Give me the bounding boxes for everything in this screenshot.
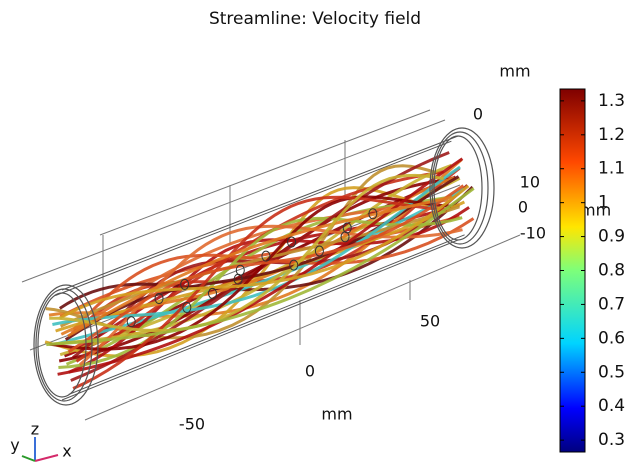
x-tick-label: 0 <box>305 362 315 381</box>
triad-label: y <box>10 436 19 455</box>
colorbar-tick-label: 0.7 <box>598 294 625 314</box>
colorbar-tick-label: 0.8 <box>598 261 625 281</box>
triad-label: z <box>31 420 39 439</box>
cylinder-edge <box>68 234 465 395</box>
scene <box>21 109 521 421</box>
streamline <box>67 184 465 354</box>
end-cap <box>33 284 99 406</box>
hole <box>207 287 217 299</box>
streamline <box>46 187 475 347</box>
hole <box>180 278 190 290</box>
colorbar-tick-label: 0.5 <box>598 362 625 382</box>
hole <box>126 316 136 328</box>
streamline <box>49 173 444 333</box>
streamline <box>55 187 465 346</box>
hole <box>182 301 192 313</box>
z-axis-unit: mm <box>580 201 611 220</box>
colorbar-tick-label: 0.9 <box>598 227 625 247</box>
colorbar-tick-label: 1.3 <box>598 91 625 111</box>
y-axis-unit: mm <box>499 62 530 81</box>
hole <box>289 259 299 271</box>
streamline <box>67 195 453 338</box>
streamline <box>72 217 475 331</box>
streamline <box>59 205 460 328</box>
colorbar-tick-label: 1 <box>598 193 609 213</box>
streamline <box>57 157 464 376</box>
x-axis-unit: mm <box>321 405 352 424</box>
hole <box>287 236 297 248</box>
end-cap <box>431 131 489 245</box>
x-tick-label: -50 <box>179 415 205 434</box>
hole <box>154 293 164 305</box>
axis-labels: mm 0 10 0 -10 mm 50 0 -50 mm <box>179 62 611 434</box>
colorbar-tick-label: 0.6 <box>598 328 625 348</box>
z-tick-label: -10 <box>520 224 546 243</box>
y-tick-label: 0 <box>473 105 483 124</box>
hole <box>233 273 243 285</box>
streamline <box>59 184 470 320</box>
box-line <box>99 109 431 236</box>
colorbar-ticks: 0.3 0.4 0.5 0.6 0.7 0.8 0.9 1 1.1 1.2 1.3 <box>560 91 625 450</box>
triad: z x y <box>10 420 72 462</box>
end-cap <box>433 135 483 241</box>
cylinder-edge <box>55 140 452 296</box>
end-cap <box>35 288 93 402</box>
end-cap <box>37 292 87 398</box>
colorbar-tick-label: 0.4 <box>598 396 625 416</box>
end-cap <box>429 127 495 249</box>
plot-title: Streamline: Velocity field <box>209 9 421 29</box>
hole <box>368 208 378 220</box>
hole <box>314 245 324 257</box>
colorbar-tick-label: 1.2 <box>598 125 625 145</box>
box-line <box>21 119 446 283</box>
colorbar-tick-label: 0.3 <box>598 430 625 450</box>
colorbar-tick-label: 1.1 <box>598 159 625 179</box>
streamline <box>72 195 448 390</box>
hole <box>261 250 271 262</box>
x-tick-label: 50 <box>420 312 440 331</box>
colorbar <box>559 88 586 453</box>
cylinder-edge <box>61 239 459 401</box>
triad-label: x <box>62 442 71 461</box>
z-tick-label: 0 <box>518 198 528 217</box>
z-tick-label: 10 <box>520 173 540 192</box>
cylinder-edge <box>61 135 459 291</box>
box-line <box>84 234 521 421</box>
hole <box>340 231 350 243</box>
